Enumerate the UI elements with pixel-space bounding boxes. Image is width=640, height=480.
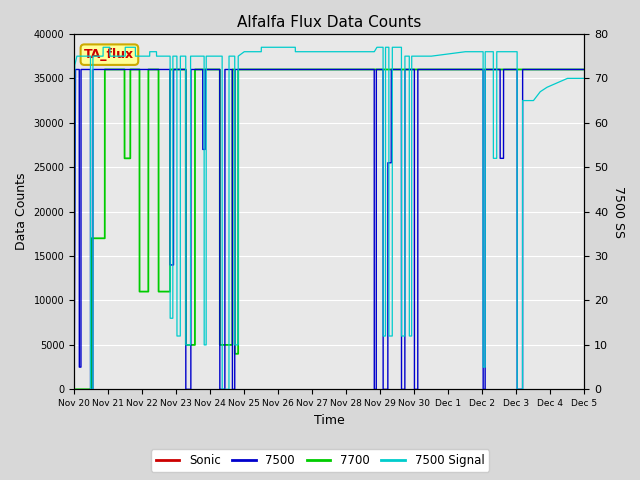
Y-axis label: 7500 SS: 7500 SS — [612, 186, 625, 238]
X-axis label: Time: Time — [314, 414, 345, 427]
Legend: Sonic, 7500, 7700, 7500 Signal: Sonic, 7500, 7700, 7500 Signal — [151, 449, 489, 472]
Title: Alfalfa Flux Data Counts: Alfalfa Flux Data Counts — [237, 15, 422, 30]
Text: TA_flux: TA_flux — [84, 48, 134, 61]
Y-axis label: Data Counts: Data Counts — [15, 173, 28, 251]
